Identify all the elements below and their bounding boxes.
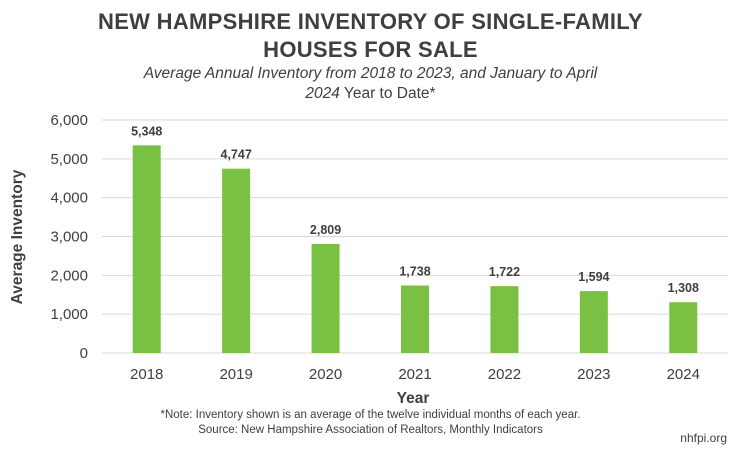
y-tick-label: 5,000 xyxy=(50,151,88,168)
data-label-2019: 4,747 xyxy=(221,148,252,162)
x-tick-label-2024: 2024 xyxy=(667,366,700,383)
y-tick-label: 3,000 xyxy=(50,229,88,246)
bar-2020 xyxy=(311,243,340,353)
y-tick-label: 1,000 xyxy=(50,306,88,323)
footnote: *Note: Inventory shown is an average of … xyxy=(0,408,741,438)
chart-title-line-2: HOUSES FOR SALE xyxy=(263,37,478,62)
y-tick-label: 2,000 xyxy=(50,267,88,284)
chart-subtitle: Average Annual Inventory from 2018 to 20… xyxy=(0,64,741,104)
y-axis-title: Average Inventory xyxy=(9,169,26,304)
data-labels: 5,348 4,747 2,809 1,738 1,722 1,594 1,308 xyxy=(131,124,699,295)
chart-subtitle-line-2: 2024 Year to Date* xyxy=(0,84,741,104)
x-tick-label-2019: 2019 xyxy=(219,366,252,383)
data-label-2021: 1,738 xyxy=(399,265,430,279)
y-tick-label: 6,000 xyxy=(50,112,88,129)
x-axis-ticks: 2018 2019 2020 2021 2022 2023 2024 xyxy=(130,366,700,383)
bars xyxy=(132,145,698,353)
data-label-2020: 2,809 xyxy=(310,223,341,237)
chart-subtitle-ytd: Year to Date* xyxy=(339,85,436,102)
chart-subtitle-line-1: Average Annual Inventory from 2018 to 20… xyxy=(143,65,598,82)
y-tick-label: 0 xyxy=(80,345,88,362)
x-axis-title: Year xyxy=(397,390,430,407)
chart-title-line-1: NEW HAMPSHIRE INVENTORY OF SINGLE-FAMILY xyxy=(98,9,643,34)
bar-2022 xyxy=(490,286,519,353)
site-credit: nhfpi.org xyxy=(680,431,727,445)
y-tick-label: 4,000 xyxy=(50,190,88,207)
x-tick-label-2023: 2023 xyxy=(577,366,610,383)
x-tick-label-2020: 2020 xyxy=(309,366,342,383)
footnote-note: *Note: Inventory shown is an average of … xyxy=(160,409,581,421)
x-tick-label-2018: 2018 xyxy=(130,366,163,383)
data-label-2018: 5,348 xyxy=(131,124,162,138)
bar-2019 xyxy=(222,168,251,353)
y-axis-ticks: 0 1,000 2,000 3,000 4,000 5,000 6,000 xyxy=(50,112,88,362)
chart-subtitle-year: 2024 xyxy=(305,85,340,102)
x-tick-label-2021: 2021 xyxy=(398,366,431,383)
bar-2018 xyxy=(132,145,161,353)
x-tick-label-2022: 2022 xyxy=(488,366,521,383)
data-label-2022: 1,722 xyxy=(489,265,520,279)
bar-2024 xyxy=(669,302,698,353)
bar-2021 xyxy=(401,285,429,353)
data-label-2023: 1,594 xyxy=(578,270,609,284)
chart-title: NEW HAMPSHIRE INVENTORY OF SINGLE-FAMILY… xyxy=(0,8,741,64)
data-label-2024: 1,308 xyxy=(668,281,699,295)
bar-2023 xyxy=(579,291,608,353)
footnote-source: Source: New Hampshire Association of Rea… xyxy=(198,424,543,436)
